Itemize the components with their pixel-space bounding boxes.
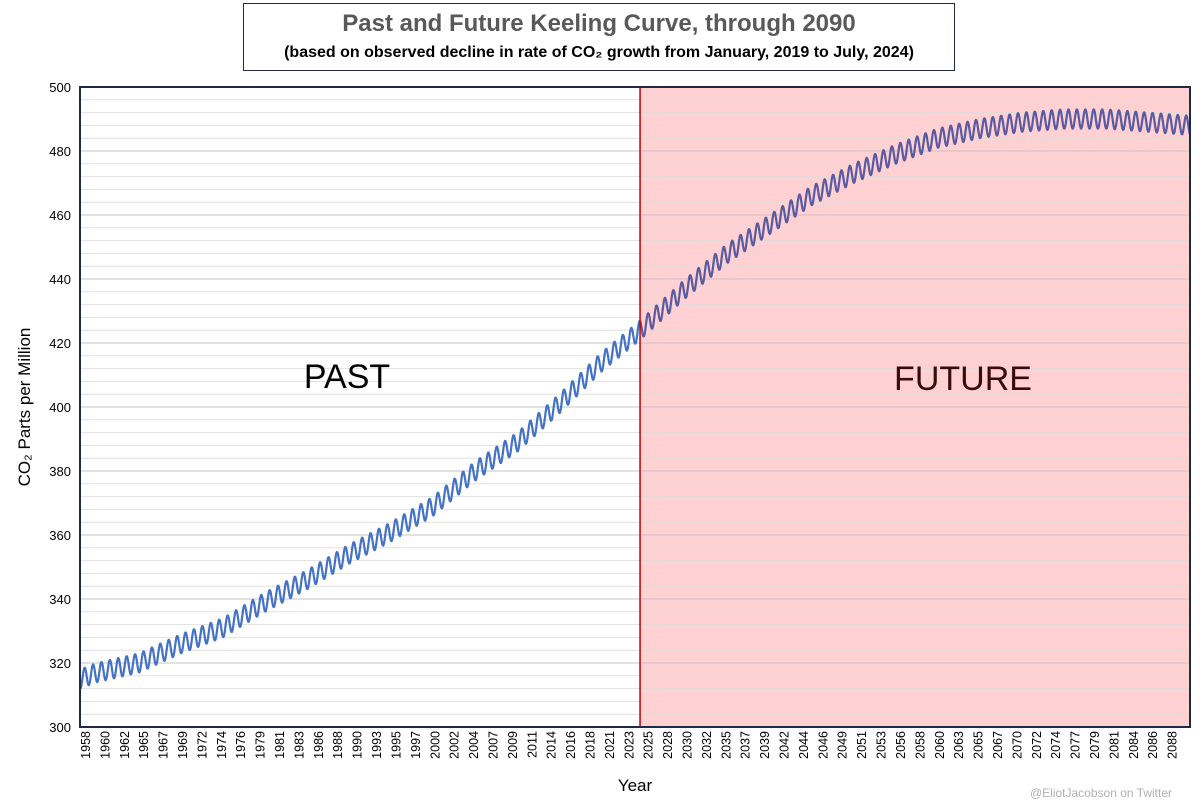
- x-tick-label: 2018: [583, 731, 597, 759]
- x-tick-label: 2072: [1030, 731, 1044, 759]
- x-tick-label: 2065: [972, 731, 986, 759]
- x-tick-label: 1965: [137, 731, 151, 759]
- x-tick-label: 1997: [409, 731, 423, 759]
- x-tick-label: 1958: [79, 731, 93, 759]
- x-tick-label: 2021: [603, 731, 617, 759]
- x-tick-label: 2023: [622, 731, 636, 759]
- x-tick-label: 1974: [215, 731, 229, 759]
- y-tick-label: 320: [49, 656, 71, 671]
- chart-title: Past and Future Keeling Curve, through 2…: [342, 10, 856, 37]
- x-tick-label: 1993: [370, 731, 384, 759]
- x-tick-label: 1981: [273, 731, 287, 759]
- x-tick-label: 2070: [1010, 731, 1024, 759]
- x-tick-label: 1983: [292, 731, 306, 759]
- y-axis-label: CO₂ Parts per Million: [15, 328, 34, 487]
- x-tick-label: 2016: [564, 731, 578, 759]
- x-tick-label: 2060: [933, 731, 947, 759]
- x-tick-label: 1995: [389, 731, 403, 759]
- x-tick-label: 2004: [467, 731, 481, 759]
- y-tick-label: 400: [49, 400, 71, 415]
- x-tick-label: 2044: [797, 731, 811, 759]
- x-tick-label: 2056: [894, 731, 908, 759]
- x-tick-label: 1990: [351, 731, 365, 759]
- x-tick-label: 2039: [758, 731, 772, 759]
- x-tick-label: 2037: [739, 731, 753, 759]
- x-tick-label: 2063: [952, 731, 966, 759]
- x-tick-label: 1962: [118, 731, 132, 759]
- plot-frame: [79, 86, 1191, 728]
- x-tick-label: 2079: [1088, 731, 1102, 759]
- x-tick-label: 2058: [913, 731, 927, 759]
- x-tick-label: 1967: [157, 731, 171, 759]
- x-tick-label: 2030: [681, 731, 695, 759]
- y-tick-label: 500: [49, 80, 71, 95]
- x-tick-label: 2049: [836, 731, 850, 759]
- y-tick-label: 480: [49, 144, 71, 159]
- x-tick-label: 2051: [855, 731, 869, 759]
- x-tick-label: 2025: [642, 731, 656, 759]
- x-tick-label: 2081: [1107, 731, 1121, 759]
- y-tick-label: 360: [49, 528, 71, 543]
- x-tick-label: 2077: [1069, 731, 1083, 759]
- y-tick-label: 440: [49, 272, 71, 287]
- x-tick-label: 2088: [1166, 731, 1180, 759]
- x-tick-label: 2084: [1127, 731, 1141, 759]
- y-tick-label: 340: [49, 592, 71, 607]
- x-tick-label: 2011: [525, 731, 539, 758]
- x-tick-label: 2035: [719, 731, 733, 759]
- watermark: @EliotJacobson on Twitter: [1029, 786, 1172, 800]
- x-tick-label: 2042: [778, 731, 792, 759]
- y-tick-label: 460: [49, 208, 71, 223]
- x-tick-label: 2053: [875, 731, 889, 759]
- x-axis-label: Year: [618, 776, 653, 795]
- x-tick-label: 1976: [234, 731, 248, 759]
- y-tick-label: 420: [49, 336, 71, 351]
- y-tick-label: 300: [49, 720, 71, 735]
- chart-subtitle: (based on observed decline in rate of CO…: [284, 44, 914, 61]
- x-tick-label: 2086: [1146, 731, 1160, 759]
- future-region-label: FUTURE: [894, 360, 1032, 398]
- x-tick-label: 1979: [254, 731, 268, 759]
- x-tick-label: 2067: [991, 731, 1005, 759]
- past-region-label: PAST: [304, 358, 390, 396]
- x-tick-label: 1972: [195, 731, 209, 759]
- x-tick-label: 2032: [700, 731, 714, 759]
- x-tick-label: 1988: [331, 731, 345, 759]
- x-tick-label: 2007: [486, 731, 500, 759]
- x-tick-label: 2074: [1049, 731, 1063, 759]
- x-tick-label: 2002: [448, 731, 462, 759]
- x-tick-label: 2028: [661, 731, 675, 759]
- x-tick-label: 2000: [428, 731, 442, 759]
- x-tick-label: 1969: [176, 731, 190, 759]
- x-tick-label: 2014: [545, 731, 559, 759]
- series-line-future: [639, 108, 1192, 338]
- series-line-past: [79, 319, 641, 690]
- chart-title-box: Past and Future Keeling Curve, through 2…: [243, 3, 955, 71]
- x-tick-label: 1986: [312, 731, 326, 759]
- x-tick-label: 1960: [98, 731, 112, 759]
- y-tick-label: 380: [49, 464, 71, 479]
- x-tick-label: 2009: [506, 731, 520, 759]
- x-tick-label: 2046: [816, 731, 830, 759]
